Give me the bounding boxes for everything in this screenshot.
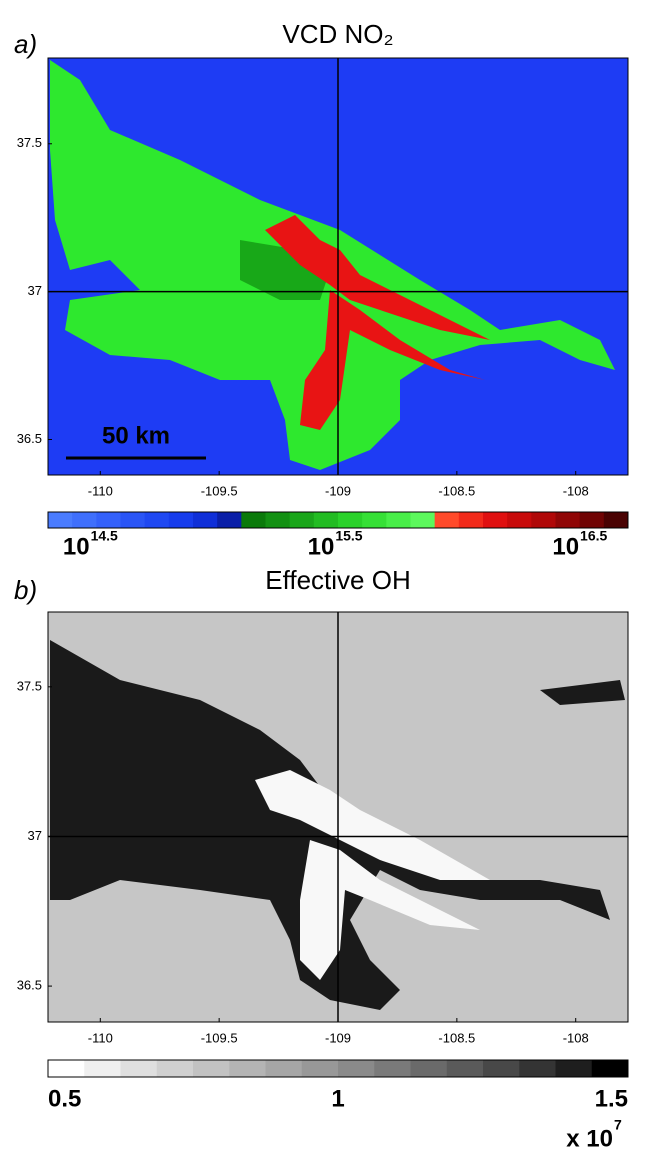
panel-label: a)	[14, 29, 37, 59]
x-tick-label: -109	[325, 1030, 351, 1045]
colorbar-tick-label: 16.5	[580, 528, 607, 544]
colorbar-swatch	[48, 512, 73, 528]
chart-title: Effective OH	[265, 565, 410, 595]
x-tick-label: -109	[325, 483, 351, 498]
scale-bar-label: 50 km	[102, 422, 170, 449]
colorbar-swatch	[72, 512, 97, 528]
colorbar-tick-base: 10	[308, 533, 335, 560]
x-tick-label: -109.5	[201, 1030, 238, 1045]
colorbar-swatch	[169, 512, 194, 528]
colorbar-multiplier: x 10	[566, 1125, 613, 1152]
colorbar-swatch	[374, 1060, 411, 1077]
colorbar-tick-label: 1	[331, 1085, 344, 1112]
colorbar-tick-label: 15.5	[335, 528, 362, 544]
colorbar-swatch	[483, 1060, 520, 1077]
y-tick-label: 37	[28, 828, 42, 843]
x-tick-label: -110	[88, 1030, 113, 1045]
colorbar-swatch	[580, 512, 605, 528]
y-tick-label: 36.5	[17, 431, 42, 446]
colorbar-tick-base: 10	[63, 533, 90, 560]
y-tick-label: 37.5	[17, 678, 42, 693]
colorbar-tick-label: 14.5	[91, 528, 118, 544]
figure: VCD NO₂ a) -110 -109.5 -109 -108.5 -108 36.5 37 3…	[0, 0, 649, 1157]
colorbar-swatch	[193, 512, 218, 528]
colorbar-swatch	[483, 512, 508, 528]
colorbar-swatch	[411, 1060, 448, 1077]
colorbar-swatch	[519, 1060, 556, 1077]
y-tick-label: 36.5	[17, 978, 42, 993]
colorbar-swatch	[241, 512, 266, 528]
y-tick-label: 37.5	[17, 135, 42, 150]
colorbar-swatch	[96, 512, 121, 528]
colorbar-swatch	[266, 1060, 303, 1077]
colorbar-swatch	[145, 512, 170, 528]
x-tick-label: -110	[88, 483, 113, 498]
colorbar-swatch	[507, 512, 532, 528]
colorbar-swatch	[338, 1060, 375, 1077]
colorbar-swatch	[229, 1060, 266, 1077]
colorbar-tick-label: 0.5	[48, 1085, 81, 1112]
colorbar-swatch	[290, 512, 315, 528]
colorbar-swatch	[314, 512, 339, 528]
chart-title: VCD NO₂	[282, 19, 393, 49]
panel-label: b)	[14, 575, 37, 605]
colorbar-swatch	[338, 512, 363, 528]
colorbar-swatch	[435, 512, 460, 528]
colorbar-swatch	[556, 512, 581, 528]
colorbar-swatch	[84, 1060, 121, 1077]
x-tick-label: -108.5	[438, 483, 475, 498]
colorbar-swatch	[386, 512, 411, 528]
colorbar-swatch	[193, 1060, 230, 1077]
colorbar-swatch	[157, 1060, 194, 1077]
colorbar-swatch	[48, 1060, 85, 1077]
colorbar-swatch	[447, 1060, 484, 1077]
colorbar-swatch	[121, 1060, 158, 1077]
colorbar-swatch	[592, 1060, 629, 1077]
colorbar-tick-base: 10	[552, 533, 579, 560]
x-tick-label: -109.5	[201, 483, 238, 498]
colorbar-multiplier-exp: 7	[614, 1117, 622, 1133]
colorbar-tick-label: 1.5	[595, 1085, 628, 1112]
colorbar-swatch	[411, 512, 436, 528]
x-tick-label: -108	[563, 1030, 589, 1045]
colorbar-swatch	[302, 1060, 339, 1077]
colorbar-swatch	[556, 1060, 593, 1077]
colorbar-swatch	[604, 512, 629, 528]
colorbar-swatch	[266, 512, 291, 528]
y-tick-label: 37	[28, 283, 42, 298]
colorbar-swatch	[531, 512, 556, 528]
colorbar-swatch	[459, 512, 484, 528]
colorbar-swatch	[362, 512, 387, 528]
x-tick-label: -108.5	[438, 1030, 475, 1045]
colorbar-swatch	[121, 512, 146, 528]
colorbar-swatch	[217, 512, 242, 528]
x-tick-label: -108	[563, 483, 589, 498]
